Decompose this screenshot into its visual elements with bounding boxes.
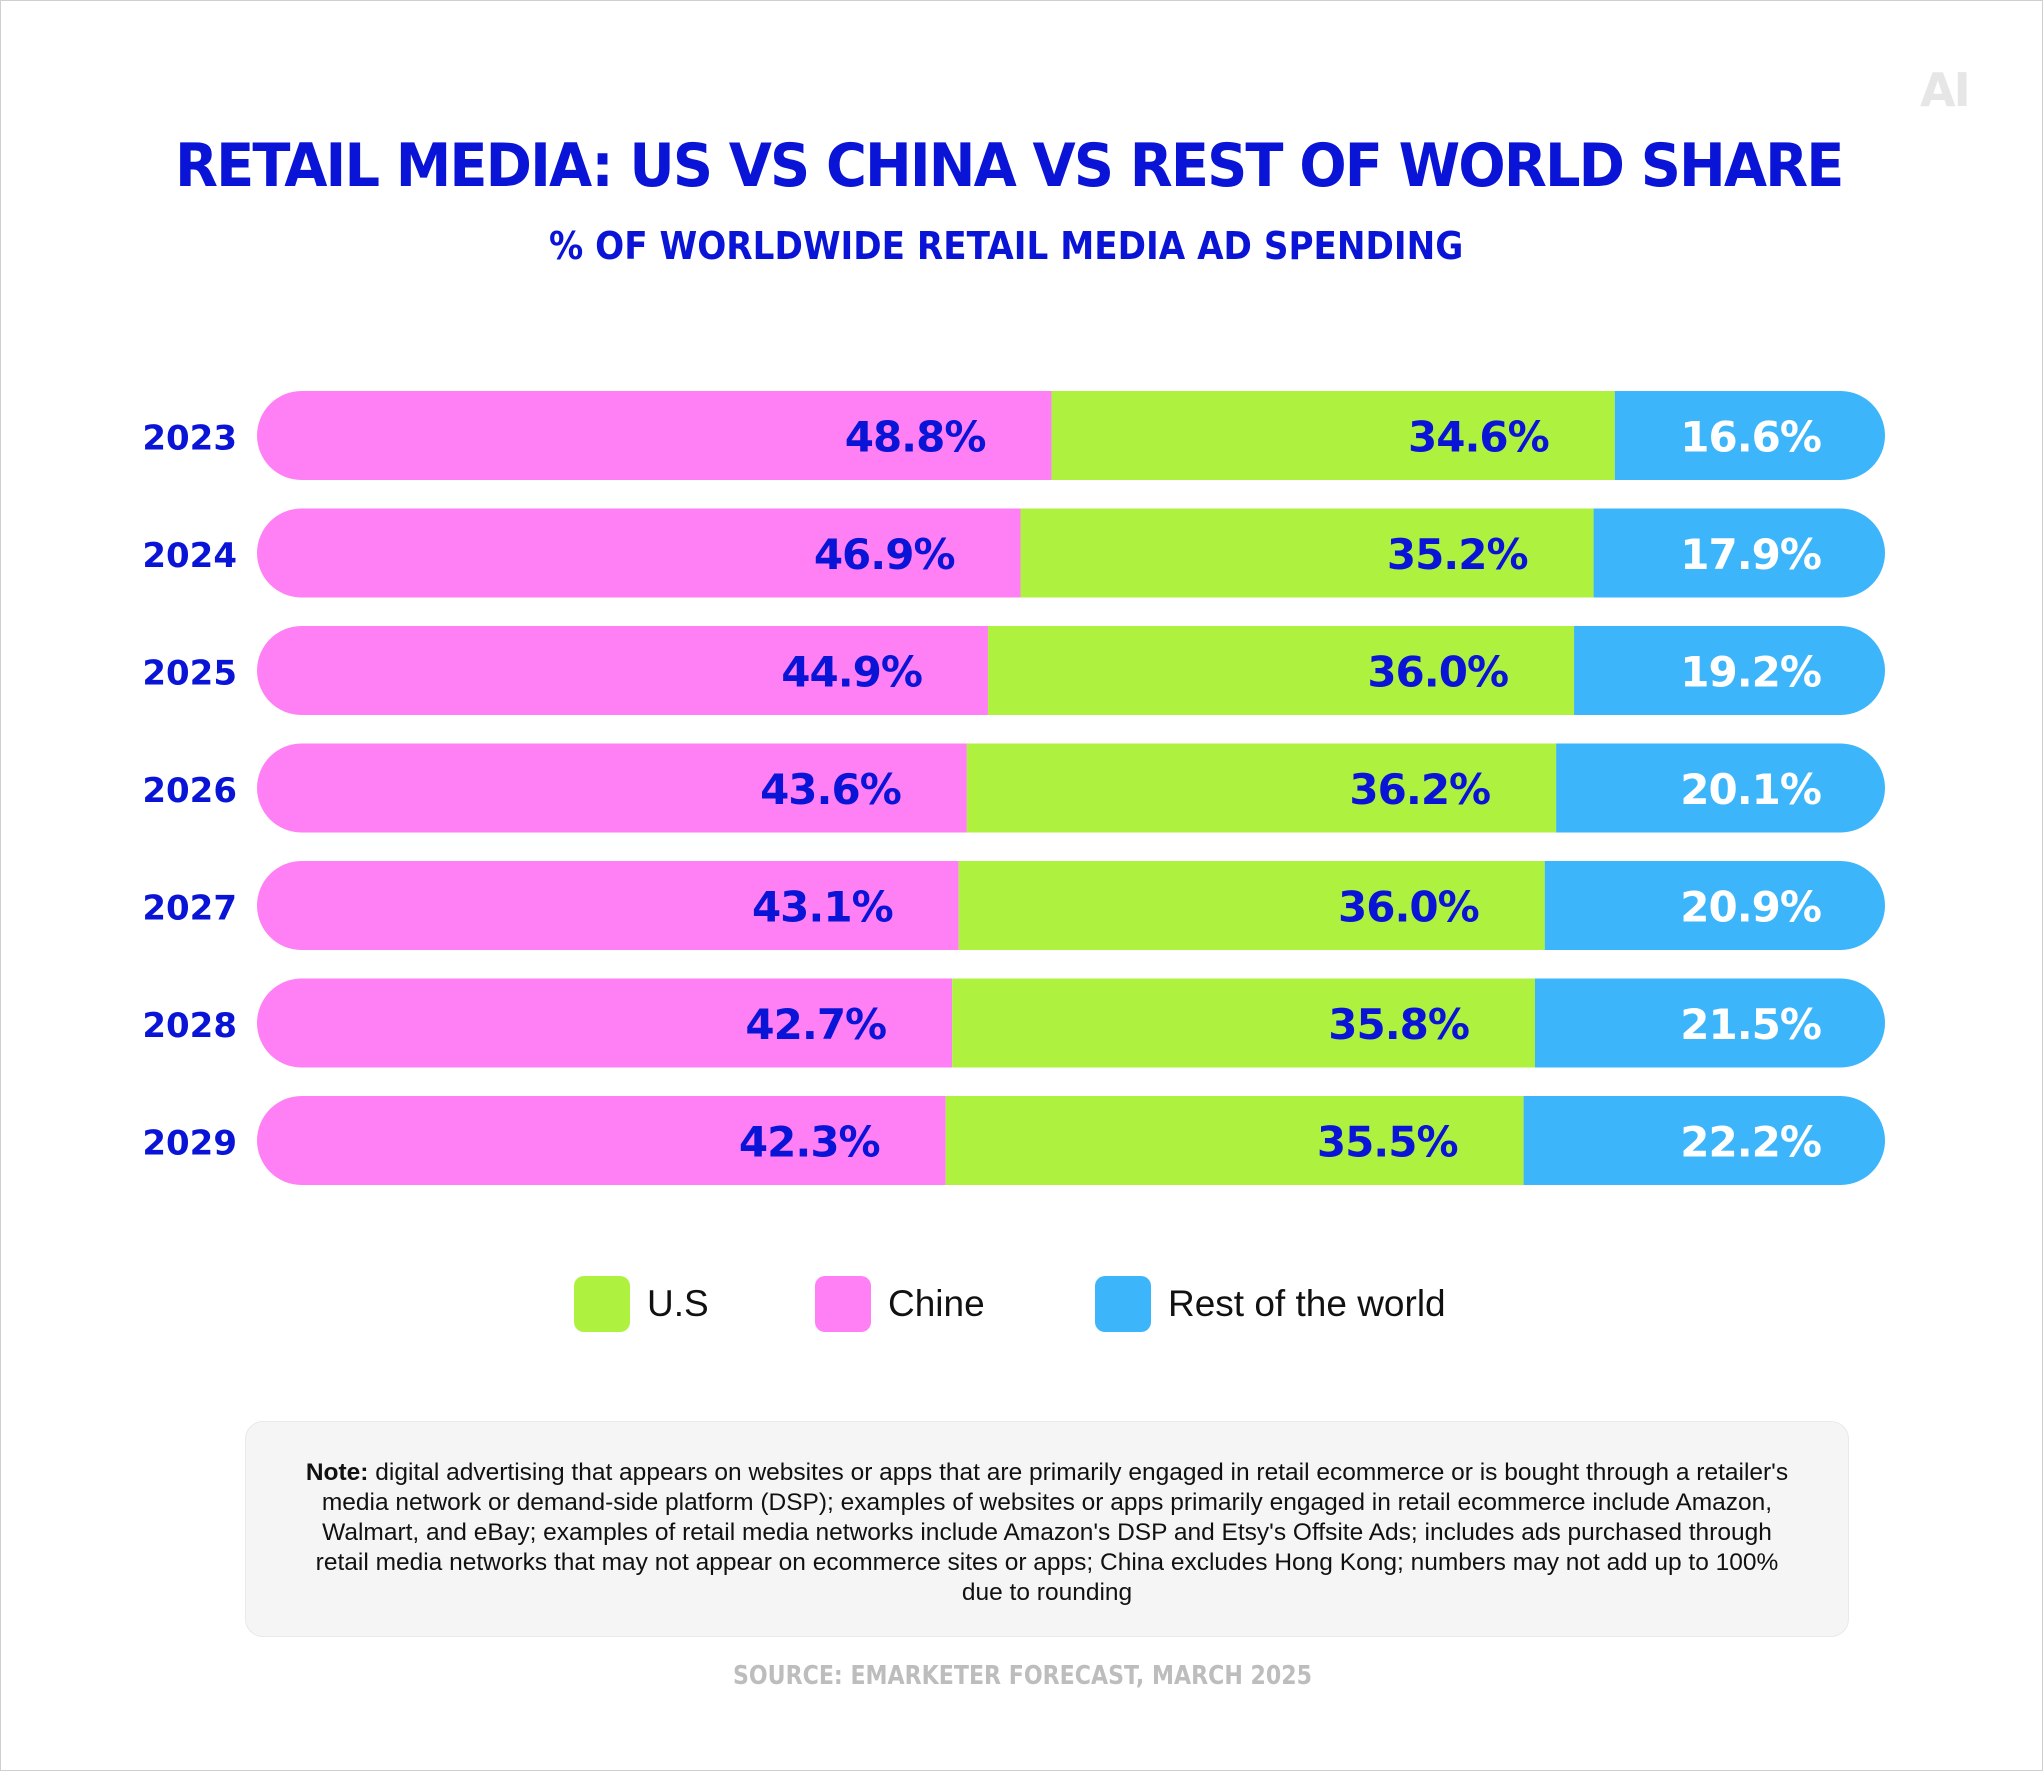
value-label-rest-2029: 22.2% <box>1680 1118 1821 1167</box>
bar-segment-us-2027 <box>958 861 1545 950</box>
legend-item-us: U.S <box>574 1276 709 1332</box>
year-label-2024: 2024 <box>142 536 237 576</box>
legend-swatch-china <box>815 1276 871 1332</box>
value-label-rest-2024: 17.9% <box>1680 530 1821 579</box>
footnote-box: Note: digital advertising that appears o… <box>245 1421 1849 1637</box>
value-label-china-2024: 46.9% <box>814 530 955 579</box>
value-label-rest-2027: 20.9% <box>1680 883 1821 932</box>
ai-logo: AI <box>1920 63 1971 117</box>
value-label-us-2023: 34.6% <box>1408 413 1549 462</box>
source-line: SOURCE: EMARKETER FORECAST, MARCH 2025 <box>732 1661 1313 1691</box>
bar-segment-rest-2027 <box>1544 861 1885 950</box>
year-label-2026: 2026 <box>142 771 237 811</box>
value-label-rest-2025: 19.2% <box>1680 648 1821 697</box>
note-text: digital advertising that appears on webs… <box>315 1459 1789 1606</box>
legend-label-china: Chine <box>888 1283 985 1324</box>
bar-row-2023 <box>257 391 1885 480</box>
bar-segment-china-2027 <box>257 861 959 950</box>
legend-item-rest: Rest of the world <box>1095 1276 1446 1332</box>
year-label-2027: 2027 <box>142 889 237 929</box>
value-label-us-2029: 35.5% <box>1317 1118 1458 1167</box>
bar-segment-rest-2025 <box>1574 626 1885 715</box>
bar-segment-rest-2023 <box>1614 391 1885 480</box>
bar-row-2027 <box>257 861 1885 950</box>
value-label-china-2026: 43.6% <box>760 765 901 814</box>
year-label-2025: 2025 <box>142 654 237 694</box>
year-label-2029: 2029 <box>142 1124 237 1164</box>
bar-segment-china-2028 <box>257 978 953 1068</box>
bar-segment-china-2025 <box>257 626 988 715</box>
bar-segment-rest-2029 <box>1523 1096 1885 1185</box>
bar-row-2029 <box>257 1096 1885 1185</box>
value-label-us-2028: 35.8% <box>1328 1000 1469 1049</box>
bar-segment-rest-2028 <box>1534 978 1885 1068</box>
value-label-rest-2026: 20.1% <box>1680 765 1821 814</box>
value-label-us-2026: 36.2% <box>1349 765 1490 814</box>
stacked-bar-chart: 2023 48.8% 34.6% 16.6% 2024 46.9% 35.2% 17.9% 20… <box>142 391 1885 1185</box>
value-label-china-2023: 48.8% <box>845 413 986 462</box>
value-label-rest-2028: 21.5% <box>1680 1000 1821 1049</box>
legend-label-rest: Rest of the world <box>1168 1283 1446 1324</box>
value-label-china-2029: 42.3% <box>739 1118 880 1167</box>
bar-segment-us-2026 <box>966 743 1557 833</box>
bar-segment-us-2028 <box>952 978 1535 1068</box>
chart-title: RETAIL MEDIA: US VS CHINA VS REST OF WOR… <box>175 131 1844 201</box>
chart-subtitle: % OF WORLDWIDE RETAIL MEDIA AD SPENDING <box>549 224 1464 268</box>
value-label-us-2025: 36.0% <box>1367 648 1508 697</box>
bar-row-2026 <box>257 743 1885 833</box>
bar-segment-us-2024 <box>1020 508 1594 598</box>
bar-segment-us-2029 <box>945 1096 1524 1185</box>
bar-row-2024 <box>257 508 1885 598</box>
bar-segment-china-2029 <box>257 1096 946 1185</box>
year-label-2028: 2028 <box>142 1006 237 1046</box>
legend-label-us: U.S <box>647 1283 709 1324</box>
value-label-china-2028: 42.7% <box>745 1000 886 1049</box>
bar-row-2028 <box>257 978 1885 1068</box>
legend-swatch-rest <box>1095 1276 1151 1332</box>
legend-swatch-us <box>574 1276 630 1332</box>
bar-row-2025 <box>257 626 1885 715</box>
value-label-china-2027: 43.1% <box>752 883 893 932</box>
value-label-us-2024: 35.2% <box>1387 530 1528 579</box>
bar-segment-us-2025 <box>987 626 1575 715</box>
note-label: Note: <box>305 1459 369 1486</box>
value-label-rest-2023: 16.6% <box>1680 413 1821 462</box>
legend-item-china: Chine <box>815 1276 985 1332</box>
bar-segment-china-2024 <box>257 508 1021 598</box>
bar-segment-china-2023 <box>257 391 1052 480</box>
value-label-us-2027: 36.0% <box>1338 883 1479 932</box>
bar-segment-us-2023 <box>1051 391 1615 480</box>
bar-segment-rest-2026 <box>1556 743 1885 833</box>
value-label-china-2025: 44.9% <box>781 648 922 697</box>
bar-segment-china-2026 <box>257 743 967 833</box>
year-label-2023: 2023 <box>142 419 237 459</box>
bar-segment-rest-2024 <box>1593 508 1885 598</box>
